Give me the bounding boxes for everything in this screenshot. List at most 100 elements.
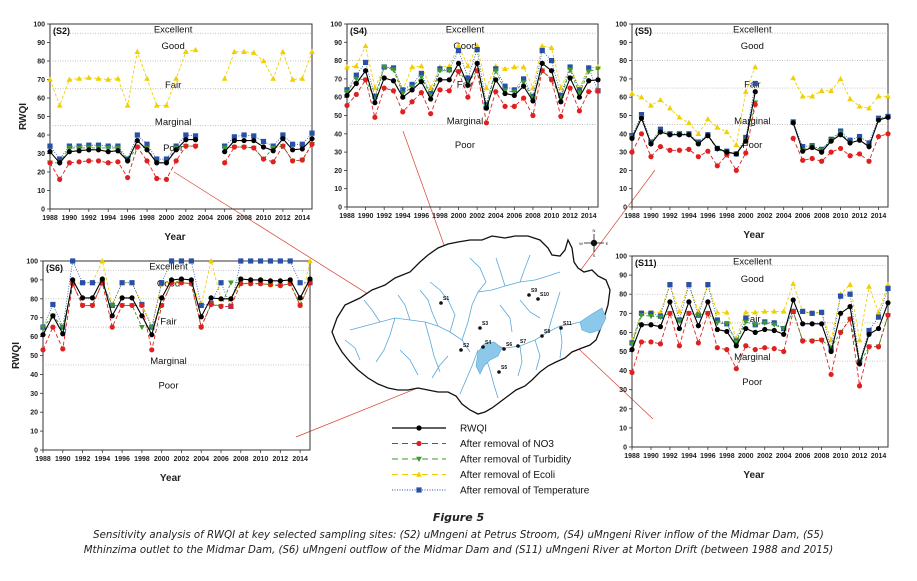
data-point-rwqi xyxy=(686,299,692,305)
x-tick-label: 2008 xyxy=(233,456,249,463)
data-point-ecoli xyxy=(657,96,664,103)
data-point-rwqi xyxy=(428,96,434,102)
data-point-no3 xyxy=(629,369,635,376)
data-point-no3 xyxy=(629,149,635,155)
x-tick-label: 1994 xyxy=(95,456,111,463)
series-line-rwqi xyxy=(49,139,196,164)
data-point-no3 xyxy=(208,301,214,308)
y-tick-label: 0 xyxy=(623,445,627,452)
series-no3 xyxy=(629,101,891,173)
x-tick-label: 1996 xyxy=(120,215,136,222)
data-point-rwqi xyxy=(260,144,267,150)
data-point-no3 xyxy=(192,143,199,149)
chart-legend: RWQI After removal of NO3 After removal of… xyxy=(392,424,590,497)
data-point-no3 xyxy=(257,281,264,287)
data-point-ecoli xyxy=(875,93,882,99)
y-tick-label: 60 xyxy=(619,330,627,337)
x-tick-label: 1990 xyxy=(643,453,659,460)
data-point-ecoli xyxy=(866,283,872,289)
data-point-ecoli xyxy=(548,44,555,50)
x-tick-label: 1992 xyxy=(81,215,97,222)
data-point-turbidity xyxy=(399,91,406,97)
series-line-ecoli xyxy=(792,77,888,109)
data-point-no3 xyxy=(809,338,815,344)
series-line-temperature xyxy=(346,49,599,105)
data-point-temperature xyxy=(280,132,286,138)
data-point-temperature xyxy=(309,130,315,136)
x-tick-label: 1988 xyxy=(624,213,640,220)
data-point-rwqi xyxy=(743,138,749,144)
series-rwqi xyxy=(40,276,313,338)
data-point-ecoli xyxy=(752,64,759,70)
series-line-rwqi xyxy=(631,298,889,365)
x-tick-label: 2012 xyxy=(852,213,868,220)
data-point-temperature xyxy=(372,93,378,99)
data-point-ecoli xyxy=(761,308,768,314)
class-label-marginal: Marginal xyxy=(734,352,770,363)
river xyxy=(344,339,361,361)
data-point-rwqi xyxy=(60,331,66,337)
legend-item-temperature: After removal of Temperature xyxy=(392,486,590,497)
data-point-no3 xyxy=(115,159,121,165)
series-line-no3 xyxy=(631,309,889,387)
data-point-rwqi xyxy=(629,135,635,141)
sampling-site-marker xyxy=(559,326,563,330)
data-point-ecoli xyxy=(56,102,63,108)
data-point-turbidity xyxy=(733,339,740,345)
series-line-temperature xyxy=(631,283,889,363)
figure-title: Figure 5 xyxy=(432,511,485,524)
data-point-ecoli xyxy=(409,64,415,70)
data-point-turbidity xyxy=(629,341,635,347)
data-point-ecoli xyxy=(260,58,267,64)
data-point-rwqi xyxy=(705,133,711,139)
data-point-rwqi xyxy=(502,90,508,97)
data-point-no3 xyxy=(819,158,825,164)
data-point-no3 xyxy=(139,302,145,309)
data-point-rwqi xyxy=(76,148,82,154)
data-point-no3 xyxy=(241,144,247,150)
y-tick-label: 10 xyxy=(37,188,45,195)
data-point-rwqi xyxy=(676,325,683,332)
data-point-rwqi xyxy=(465,82,471,88)
data-point-ecoli xyxy=(809,93,816,99)
river xyxy=(534,271,561,281)
series-no3 xyxy=(47,141,315,182)
data-point-no3 xyxy=(828,371,834,378)
data-point-temperature xyxy=(648,310,654,316)
data-point-no3 xyxy=(558,113,564,120)
data-point-rwqi xyxy=(657,324,664,330)
data-point-turbidity xyxy=(492,68,499,74)
data-point-rwqi xyxy=(257,277,264,283)
data-point-no3 xyxy=(437,87,443,93)
data-point-temperature xyxy=(752,80,758,87)
data-point-rwqi xyxy=(885,114,891,120)
y-tick-label: 10 xyxy=(30,429,38,436)
data-point-no3 xyxy=(657,144,664,150)
data-point-rwqi xyxy=(885,300,891,306)
data-point-temperature xyxy=(159,280,165,286)
data-point-ecoli xyxy=(828,87,835,93)
data-point-turbidity xyxy=(138,324,145,331)
data-point-temperature xyxy=(400,87,406,93)
series-line-no3 xyxy=(346,68,599,123)
data-point-no3 xyxy=(280,143,286,149)
data-point-ecoli xyxy=(866,105,872,111)
data-point-temperature xyxy=(231,134,237,140)
data-point-no3 xyxy=(657,341,664,347)
data-point-rwqi xyxy=(231,137,237,144)
data-point-rwqi xyxy=(705,299,711,305)
data-point-ecoli xyxy=(657,309,664,315)
data-point-turbidity xyxy=(761,320,768,326)
river xyxy=(559,325,563,359)
data-point-temperature xyxy=(289,141,296,147)
compass-center xyxy=(590,239,598,247)
y-tick-label: 30 xyxy=(30,391,38,398)
x-tick-label: 1996 xyxy=(700,213,716,220)
data-point-rwqi xyxy=(695,141,701,147)
data-point-no3 xyxy=(57,176,63,182)
data-point-no3 xyxy=(885,312,891,318)
x-tick-label: 2012 xyxy=(275,215,291,222)
data-point-rwqi xyxy=(819,321,825,327)
data-point-rwqi xyxy=(576,94,583,100)
